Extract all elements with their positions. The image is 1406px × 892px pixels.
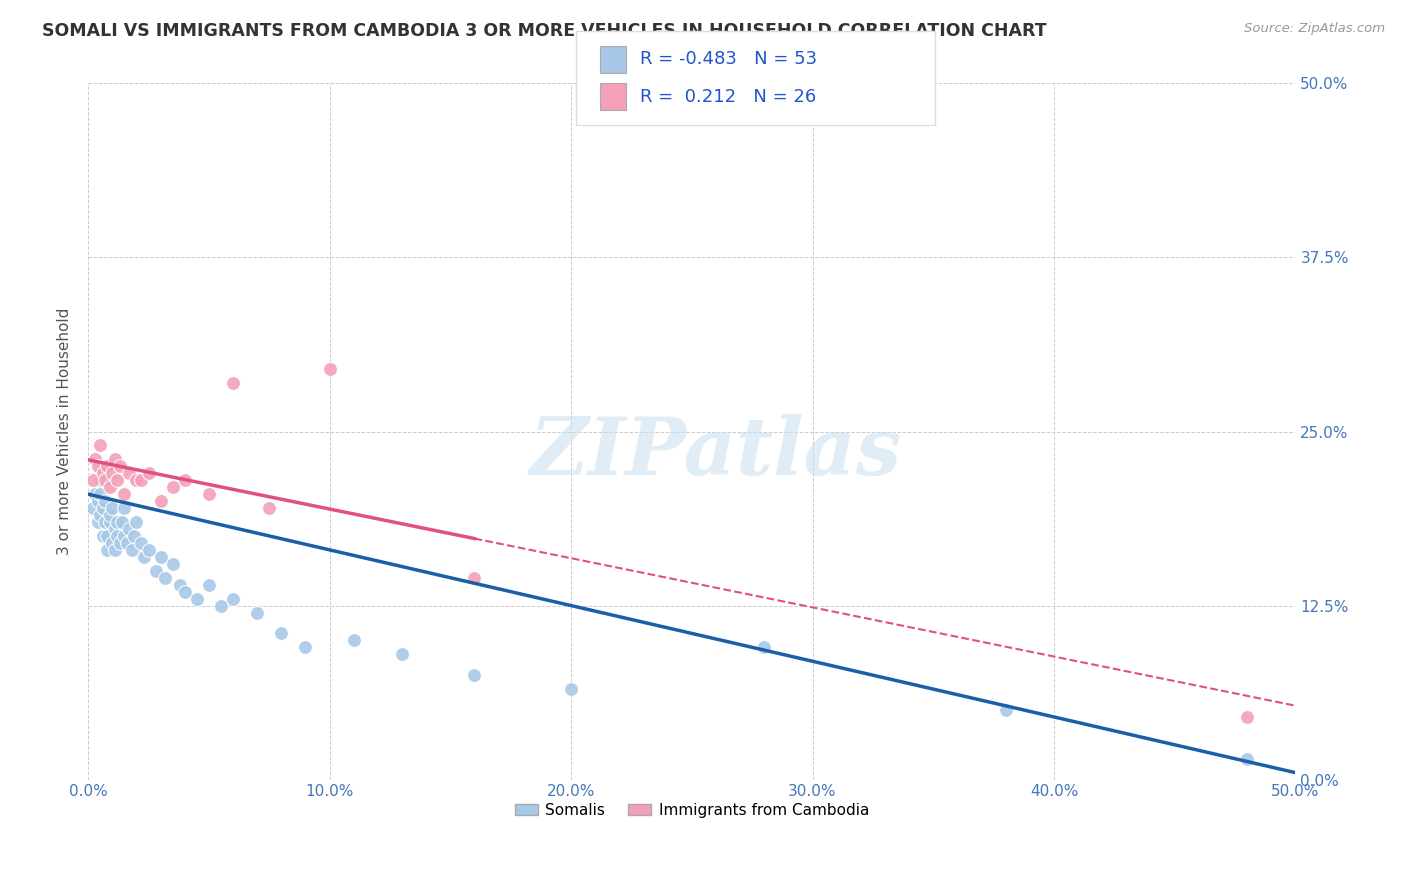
Point (108, 536, 131, 550)
Point (173, 584, 195, 599)
Point (149, 549, 172, 564)
Point (87, 459, 110, 474)
Point (96, 542, 118, 557)
Point (138, 467, 160, 481)
Point (754, 640, 776, 655)
Point (87, 515, 110, 529)
Point (463, 571, 485, 585)
Point (162, 480, 184, 494)
Point (91, 467, 114, 481)
Point (84, 452, 107, 467)
Point (149, 494, 172, 508)
Point (101, 501, 124, 516)
Point (138, 542, 160, 557)
Point (560, 682, 582, 697)
Point (125, 473, 148, 487)
Point (198, 487, 221, 501)
Point (94, 473, 117, 487)
Point (89, 487, 111, 501)
Point (89, 473, 111, 487)
Point (89, 508, 111, 522)
Legend: Somalis, Immigrants from Cambodia: Somalis, Immigrants from Cambodia (509, 797, 875, 824)
Point (391, 648, 413, 662)
Point (105, 473, 128, 487)
Point (125, 515, 148, 529)
Point (111, 515, 134, 529)
Point (104, 522, 127, 536)
Point (1236, 710, 1258, 724)
Point (222, 591, 245, 606)
Point (222, 376, 245, 390)
Point (96, 529, 118, 543)
Point (94, 515, 117, 529)
Point (87, 494, 110, 508)
Point (270, 626, 292, 640)
Point (294, 640, 316, 655)
Point (1236, 752, 1258, 766)
Point (463, 668, 485, 682)
Point (89, 438, 111, 452)
Point (105, 529, 128, 543)
Point (112, 529, 135, 543)
Point (98, 508, 121, 522)
Text: R =  0.212   N = 26: R = 0.212 N = 26 (640, 87, 815, 105)
Point (82, 501, 104, 516)
Point (121, 542, 143, 557)
Point (198, 577, 221, 591)
Point (246, 606, 269, 620)
Point (108, 459, 131, 474)
Point (994, 703, 1017, 717)
Point (104, 542, 127, 557)
Point (318, 362, 340, 376)
Text: ZIPatlas: ZIPatlas (530, 414, 903, 491)
Point (115, 536, 138, 550)
Text: Source: ZipAtlas.com: Source: ZipAtlas.com (1244, 22, 1385, 36)
Point (84, 487, 107, 501)
Point (129, 536, 152, 550)
Point (162, 557, 184, 571)
Point (186, 591, 208, 606)
Point (209, 599, 232, 613)
Text: R = -0.483   N = 53: R = -0.483 N = 53 (640, 51, 817, 69)
Point (257, 501, 280, 516)
Point (96, 459, 118, 474)
Point (101, 467, 124, 481)
Point (105, 515, 128, 529)
Point (343, 633, 366, 648)
Text: SOMALI VS IMMIGRANTS FROM CAMBODIA 3 OR MORE VEHICLES IN HOUSEHOLD CORRELATION C: SOMALI VS IMMIGRANTS FROM CAMBODIA 3 OR … (42, 22, 1047, 40)
Point (98, 515, 121, 529)
Y-axis label: 3 or more Vehicles in Household: 3 or more Vehicles in Household (58, 308, 72, 555)
Point (101, 536, 124, 550)
Point (94, 494, 117, 508)
Point (129, 473, 152, 487)
Point (118, 522, 141, 536)
Point (155, 571, 177, 585)
Point (91, 501, 114, 516)
Point (104, 452, 127, 467)
Point (112, 501, 135, 516)
Point (98, 480, 121, 494)
Point (82, 473, 104, 487)
Point (132, 549, 155, 564)
Point (112, 487, 135, 501)
Point (145, 564, 167, 578)
Point (91, 529, 114, 543)
Point (118, 467, 141, 481)
Point (173, 473, 195, 487)
Point (169, 577, 191, 591)
Point (122, 529, 145, 543)
